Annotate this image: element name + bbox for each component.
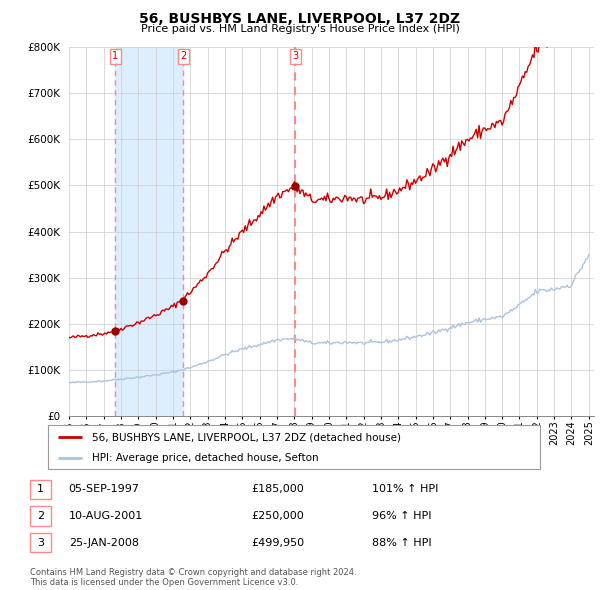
Text: 3: 3: [292, 51, 299, 61]
Bar: [30, 480, 51, 499]
Text: 56, BUSHBYS LANE, LIVERPOOL, L37 2DZ (detached house): 56, BUSHBYS LANE, LIVERPOOL, L37 2DZ (de…: [92, 432, 401, 442]
Text: 3: 3: [37, 537, 44, 548]
Text: This data is licensed under the Open Government Licence v3.0.: This data is licensed under the Open Gov…: [30, 578, 298, 587]
Text: 56, BUSHBYS LANE, LIVERPOOL, L37 2DZ: 56, BUSHBYS LANE, LIVERPOOL, L37 2DZ: [139, 12, 461, 26]
Text: 101% ↑ HPI: 101% ↑ HPI: [372, 484, 439, 494]
Bar: [30, 506, 51, 526]
Text: £185,000: £185,000: [251, 484, 304, 494]
Text: 1: 1: [37, 484, 44, 494]
Text: £250,000: £250,000: [251, 511, 304, 521]
Text: 25-JAN-2008: 25-JAN-2008: [68, 537, 139, 548]
Text: 88% ↑ HPI: 88% ↑ HPI: [372, 537, 432, 548]
Text: HPI: Average price, detached house, Sefton: HPI: Average price, detached house, Seft…: [92, 453, 319, 463]
Text: 10-AUG-2001: 10-AUG-2001: [68, 511, 143, 521]
Text: 96% ↑ HPI: 96% ↑ HPI: [372, 511, 432, 521]
Text: 05-SEP-1997: 05-SEP-1997: [68, 484, 140, 494]
Bar: [115, 47, 184, 416]
Bar: [30, 533, 51, 552]
Text: 2: 2: [180, 51, 187, 61]
Text: £499,950: £499,950: [251, 537, 304, 548]
Text: 1: 1: [112, 51, 118, 61]
Text: 2: 2: [37, 511, 44, 521]
Text: Contains HM Land Registry data © Crown copyright and database right 2024.: Contains HM Land Registry data © Crown c…: [30, 568, 356, 576]
Text: Price paid vs. HM Land Registry's House Price Index (HPI): Price paid vs. HM Land Registry's House …: [140, 24, 460, 34]
